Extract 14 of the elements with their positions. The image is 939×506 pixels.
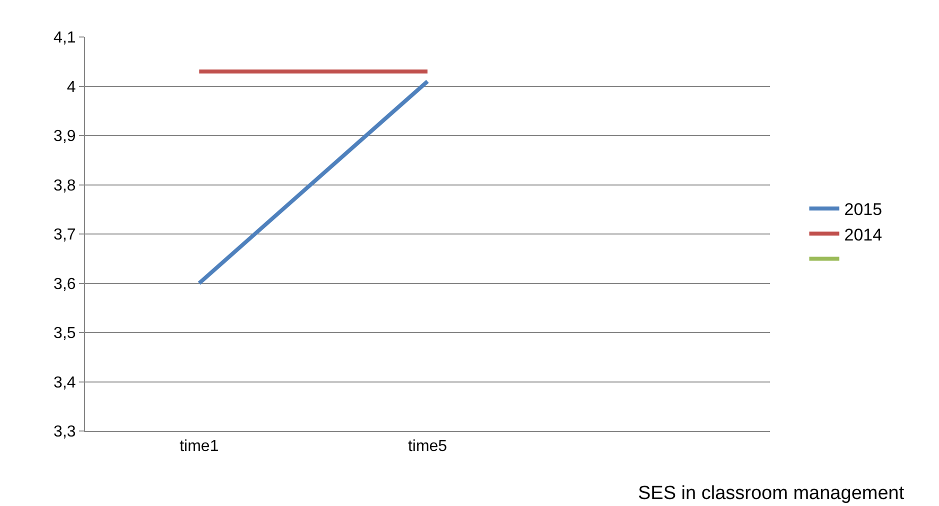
- x-tick-label: time1: [180, 438, 219, 456]
- x-tick-label: time5: [408, 438, 448, 456]
- y-tick-label: 3,7: [54, 226, 76, 244]
- y-tick-label: 4,1: [54, 30, 76, 47]
- legend-label: 2014: [844, 225, 882, 244]
- x-axis-title: SES in classroom management: [638, 483, 905, 504]
- y-tick-label: 3,3: [54, 424, 76, 441]
- y-tick-label: 3,9: [54, 128, 76, 146]
- y-tick-label: 3,6: [54, 276, 76, 293]
- y-tick-label: 3,5: [54, 325, 76, 342]
- y-tick-label: 4: [66, 78, 76, 96]
- y-tick-label: 3,4: [54, 374, 76, 392]
- y-tick-label: 3,8: [54, 177, 76, 194]
- legend-label: 2015: [844, 200, 882, 220]
